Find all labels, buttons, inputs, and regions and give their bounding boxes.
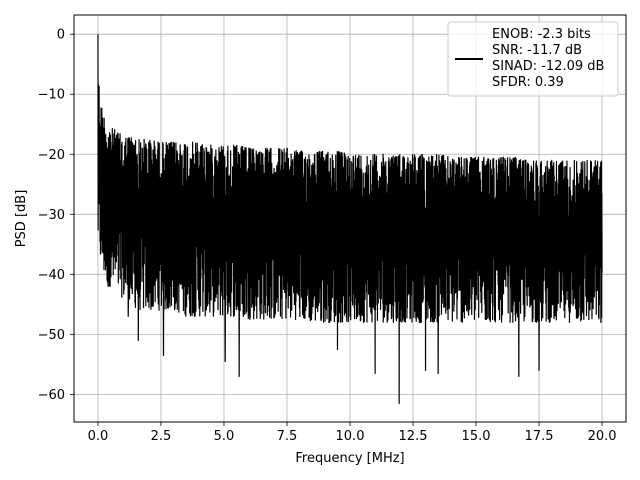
y-tick-label: 0 [57,28,65,43]
y-tick-label: −60 [38,388,65,403]
y-tick-label: −10 [38,88,65,103]
psd-line [97,34,603,404]
y-axis-label: PSD [dB] [14,190,29,248]
x-tick-label: 17.5 [525,429,554,444]
legend-sinad: SINAD: -12.09 dB [492,59,604,74]
x-tick-label: 2.5 [151,429,172,444]
y-tick-label: −30 [38,208,65,223]
legend-box [447,21,619,97]
y-tick-label: −40 [38,268,65,283]
y-tick-label: −50 [38,328,65,343]
x-tick-label: 10.0 [336,429,365,444]
legend-enob: ENOB: -2.3 bits [492,27,591,42]
x-axis: 0.0 2.5 5.0 7.5 10.0 12.5 15.0 17.5 20.0 [88,422,617,444]
x-tick-label: 15.0 [462,429,491,444]
x-tick-label: 0.0 [88,429,109,444]
x-tick-label: 5.0 [214,429,235,444]
y-axis: 0 −10 −20 −30 −40 −50 −60 [38,28,74,403]
y-tick-label: −20 [38,148,65,163]
x-tick-label: 12.5 [399,429,428,444]
psd-series [97,34,603,404]
legend: ENOB: -2.3 bits SNR: -11.7 dB SINAD: -12… [447,21,619,97]
plot-area [97,34,603,404]
legend-snr: SNR: -11.7 dB [492,43,582,58]
x-tick-label: 20.0 [588,429,617,444]
legend-sfdr: SFDR: 0.39 [492,75,564,90]
x-axis-label: Frequency [MHz] [295,451,404,466]
x-tick-label: 7.5 [277,429,298,444]
